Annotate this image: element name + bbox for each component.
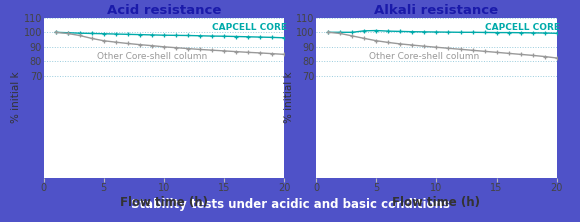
X-axis label: Flow time (h): Flow time (h) [120, 196, 208, 209]
Y-axis label: % initial k: % initial k [11, 72, 21, 123]
X-axis label: Flow time (h): Flow time (h) [393, 196, 480, 209]
Text: Stability tests under acidic and basic conditions: Stability tests under acidic and basic c… [130, 198, 450, 211]
Y-axis label: % initial k: % initial k [284, 72, 293, 123]
Text: CAPCELL CORE: CAPCELL CORE [484, 23, 560, 32]
Text: Other Core-shell column: Other Core-shell column [97, 52, 207, 61]
Text: CAPCELL CORE: CAPCELL CORE [212, 23, 287, 32]
Title: Alkali resistance: Alkali resistance [374, 4, 499, 17]
Text: Other Core-shell column: Other Core-shell column [369, 52, 480, 61]
Title: Acid resistance: Acid resistance [107, 4, 221, 17]
